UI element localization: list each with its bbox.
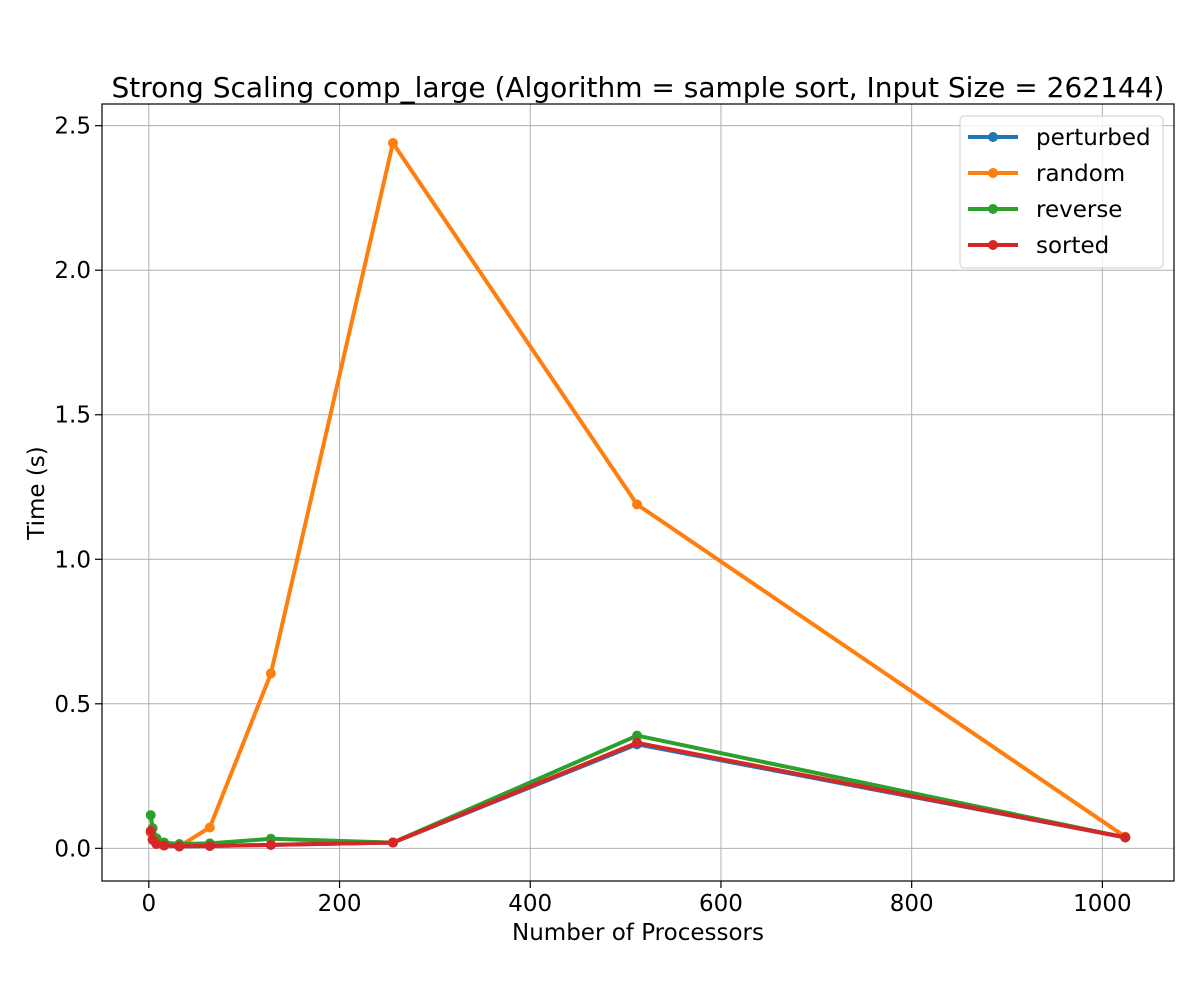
legend-label-reverse: reverse [1036, 197, 1122, 223]
data-point-sorted [265, 839, 276, 850]
x-tick-label: 600 [699, 891, 743, 917]
series-perturbed [145, 739, 1131, 852]
data-point-sorted [632, 737, 643, 748]
series-line-sorted [148, 740, 1128, 849]
series-layer [145, 138, 1131, 852]
x-tick-label: 1000 [1073, 891, 1132, 917]
data-point-random [387, 138, 398, 149]
legend-item-reverse: reverse [968, 197, 1122, 223]
x-axis: 0 200 400 600 800 1000 [141, 881, 1132, 917]
data-point-sorted [151, 839, 162, 849]
legend-label-sorted: sorted [1036, 233, 1109, 259]
x-tick-label: 800 [890, 891, 934, 917]
data-point-sorted [159, 840, 170, 851]
y-axis: 0.0 0.5 1.0 1.5 2.0 2.5 [54, 114, 102, 862]
chart-title: Strong Scaling comp_large (Algorithm = s… [112, 71, 1165, 104]
y-axis-label: Time (s) [24, 446, 50, 541]
legend-item-sorted: sorted [968, 233, 1109, 259]
legend-marker-reverse [988, 204, 998, 214]
data-point-sorted [174, 841, 185, 852]
legend-item-perturbed: perturbed [968, 125, 1151, 151]
data-point-sorted [145, 825, 156, 836]
x-tick-label: 200 [318, 891, 362, 917]
x-tick-label: 400 [508, 891, 552, 917]
legend-marker-perturbed [988, 132, 998, 142]
y-tick-label: 1.5 [54, 403, 91, 429]
data-point-random [265, 668, 276, 679]
plot-area-frame [101, 103, 1175, 882]
y-tick-label: 1.0 [54, 547, 91, 573]
y-tick-label: 2.0 [54, 258, 91, 284]
y-tick-label: 0.0 [54, 836, 91, 862]
data-point-sorted [387, 837, 398, 848]
legend-label-random: random [1036, 161, 1125, 187]
series-line-perturbed [148, 742, 1128, 849]
data-point-random [632, 499, 643, 510]
data-point-reverse [145, 810, 156, 821]
x-axis-label: Number of Processors [512, 920, 764, 946]
legend-marker-sorted [988, 240, 998, 250]
data-point-sorted [1120, 832, 1131, 843]
y-tick-label: 0.5 [54, 692, 91, 718]
legend: perturbed random reverse sorted [959, 115, 1164, 269]
data-point-random [204, 822, 215, 833]
x-tick-label: 0 [141, 891, 156, 917]
series-line-reverse [148, 733, 1128, 846]
legend-marker-random [988, 168, 998, 178]
data-point-reverse [632, 730, 643, 741]
data-point-sorted [204, 841, 215, 852]
legend-box [959, 115, 1164, 269]
legend-item-random: random [968, 161, 1125, 187]
series-sorted [145, 737, 1131, 852]
y-tick-label: 2.5 [54, 114, 91, 140]
legend-label-perturbed: perturbed [1036, 125, 1151, 151]
